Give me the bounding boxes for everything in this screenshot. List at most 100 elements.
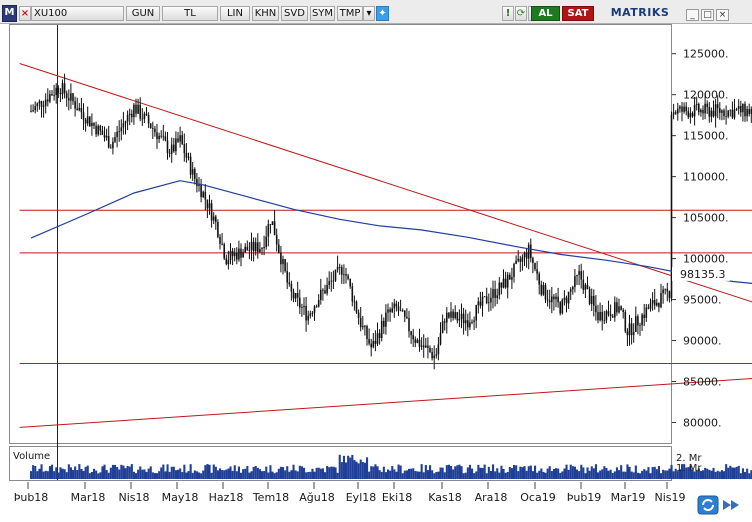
volume-bar	[158, 471, 161, 479]
volume-bar	[202, 470, 205, 479]
volume-bar	[42, 471, 45, 479]
candle-body	[231, 250, 234, 257]
volume-bar	[655, 469, 658, 479]
candle-body	[651, 300, 654, 304]
volume-bar	[198, 472, 201, 479]
matriks-logo-button[interactable]: M	[2, 5, 17, 22]
svd-button[interactable]: SVD	[281, 6, 308, 21]
volume-bar	[258, 469, 261, 479]
buy-button[interactable]: AL	[531, 6, 560, 21]
volume-bar	[233, 465, 236, 479]
candle-body	[380, 320, 383, 338]
refresh-icon[interactable]: ⟳	[515, 6, 527, 21]
volume-bar	[305, 472, 308, 479]
candle-body	[51, 94, 53, 96]
volume-bar	[334, 467, 337, 479]
candle-body	[750, 109, 752, 114]
candle-body	[641, 314, 643, 326]
info-icon[interactable]: !	[502, 6, 514, 21]
candle-body	[708, 107, 711, 117]
candle-body	[706, 103, 708, 108]
volume-bar	[95, 470, 98, 479]
candle-body	[299, 297, 301, 308]
scale-button[interactable]: LIN	[220, 6, 250, 21]
candle-body	[164, 136, 167, 141]
x-tick-label: Mar19	[611, 491, 646, 504]
twitter-icon[interactable]: ✦	[376, 6, 389, 21]
volume-bar	[170, 466, 173, 479]
volume-bar	[342, 455, 345, 479]
volume-bar	[576, 469, 579, 479]
candle-body	[147, 115, 150, 124]
tmp-button[interactable]: TMP	[337, 6, 363, 21]
candle-body	[257, 242, 259, 253]
candle-body	[61, 83, 64, 95]
volume-bar	[496, 468, 499, 479]
currency-button[interactable]: TL	[162, 6, 218, 21]
candle-body	[223, 244, 225, 259]
khn-button[interactable]: KHN	[252, 6, 279, 21]
volume-bar	[345, 462, 348, 479]
volume-bar	[298, 465, 301, 479]
volume-bar	[519, 466, 522, 479]
volume-bar	[309, 471, 312, 479]
candle-body	[120, 127, 123, 132]
candle-body	[689, 113, 692, 118]
volume-bar	[586, 467, 589, 479]
volume-bar	[76, 470, 79, 479]
volume-bar	[63, 469, 66, 479]
candle-body	[175, 138, 177, 152]
candle-body	[53, 94, 55, 96]
volume-bar	[584, 473, 587, 479]
volume-bar	[500, 465, 503, 479]
volume-bar	[481, 467, 484, 479]
volume-bar	[424, 465, 427, 479]
volume-bar	[65, 472, 68, 479]
candle-body	[725, 116, 727, 117]
volume-bar	[618, 470, 621, 479]
moving-average-line	[30, 180, 752, 284]
candle-body	[330, 280, 333, 282]
candle-body	[219, 236, 221, 244]
close-window-icon[interactable]: ×	[716, 9, 729, 21]
sym-button[interactable]: SYM	[310, 6, 335, 21]
candle-body	[538, 273, 540, 285]
candle-body	[490, 297, 492, 303]
volume-bar	[544, 472, 547, 479]
candle-body	[74, 101, 76, 109]
volume-bar	[221, 470, 224, 479]
maximize-icon[interactable]: □	[701, 9, 714, 21]
close-symbol-icon[interactable]: ×	[19, 6, 31, 21]
candle-body	[242, 252, 244, 258]
volume-bar	[607, 470, 610, 479]
matriks-brand: MATRIKS	[610, 6, 670, 19]
scroll-right-icon[interactable]	[723, 500, 739, 510]
volume-bar	[508, 467, 511, 479]
candle-body	[521, 257, 524, 262]
symbol-field[interactable]: XU100	[31, 6, 124, 21]
candle-body	[458, 318, 461, 321]
volume-bar	[479, 467, 482, 479]
price-panel-frame	[9, 24, 672, 444]
volume-bar	[634, 465, 637, 479]
volume-bar	[429, 465, 432, 479]
candle-body	[672, 112, 675, 115]
volume-bar	[300, 466, 303, 479]
volume-bar	[99, 472, 102, 479]
volume-bar	[746, 468, 749, 479]
volume-bar	[748, 473, 751, 479]
candle-body	[429, 347, 431, 353]
dropdown-arrow-icon[interactable]: ▾	[363, 6, 375, 21]
candle-body	[76, 108, 78, 111]
candle-body	[357, 312, 360, 318]
minimize-icon[interactable]: _	[686, 9, 699, 21]
candle-body	[555, 296, 557, 300]
volume-bar	[40, 464, 43, 479]
candle-body	[601, 311, 603, 321]
refresh-chart-icon[interactable]	[697, 495, 719, 515]
candle-body	[506, 274, 509, 288]
period-button[interactable]: GUN	[126, 6, 160, 21]
sell-button[interactable]: SAT	[562, 6, 594, 21]
chart-tools-corner[interactable]	[697, 495, 741, 515]
